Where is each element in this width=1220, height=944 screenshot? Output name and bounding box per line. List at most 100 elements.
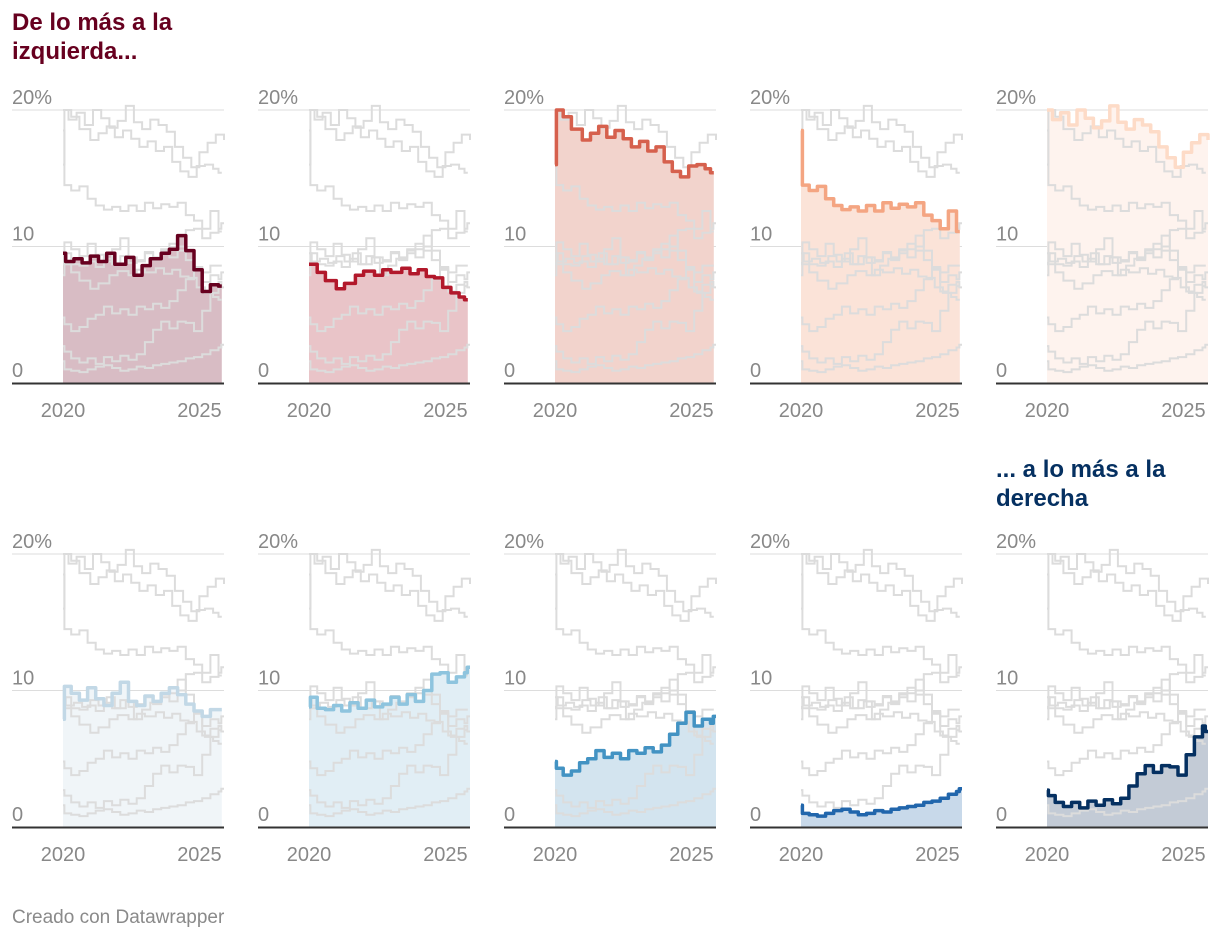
context-line (555, 104, 717, 169)
y-tick-label: 0 (750, 360, 761, 382)
panel-1: 20% 10 0 2020 2025 (12, 87, 225, 422)
series-line (63, 233, 222, 294)
panel-2: 20% 10 0 2020 2025 (258, 87, 471, 422)
area-fill (63, 682, 222, 827)
x-tick-label: 2025 (669, 844, 714, 866)
y-tick-label: 0 (504, 360, 515, 382)
y-tick-label: 10 (750, 668, 772, 690)
area-fill (801, 130, 960, 383)
context-line (1047, 267, 1208, 333)
x-tick-label: 2025 (423, 400, 468, 422)
context-line (555, 725, 716, 809)
x-tick-label: 2020 (41, 844, 86, 866)
y-tick-label: 0 (12, 360, 23, 382)
x-tick-label: 2020 (533, 844, 578, 866)
context-line (801, 666, 962, 712)
y-tick-label: 20% (996, 87, 1036, 109)
y-tick-label: 10 (12, 668, 34, 690)
context-line (801, 725, 962, 809)
context-line (555, 263, 714, 301)
y-tick-label: 20% (258, 87, 298, 109)
context-line (1047, 281, 1208, 365)
context-line (555, 548, 717, 613)
x-tick-label: 2025 (1161, 400, 1206, 422)
y-tick-label: 10 (504, 224, 526, 246)
context-line (555, 666, 716, 712)
y-tick-label: 0 (504, 804, 515, 826)
series-line (800, 128, 960, 234)
context-line (63, 281, 224, 365)
context-line (1047, 263, 1206, 301)
context-line (63, 573, 222, 677)
context-line (555, 281, 716, 365)
context-line (801, 104, 963, 169)
panel-3: 20% 10 0 2020 2025 (504, 87, 717, 422)
panel-10: 20% 10 0 2020 2025 (996, 531, 1209, 866)
context-line (1047, 573, 1206, 677)
y-tick-label: 10 (258, 668, 280, 690)
context-line (1047, 711, 1208, 777)
x-tick-label: 2020 (779, 400, 824, 422)
y-tick-label: 0 (12, 804, 23, 826)
y-tick-label: 10 (258, 224, 280, 246)
context-line (309, 707, 468, 745)
x-tick-label: 2025 (423, 844, 468, 866)
panel-8: 20% 10 0 2020 2025 (504, 531, 717, 866)
y-tick-label: 0 (996, 360, 1007, 382)
context-line (555, 343, 716, 374)
x-tick-label: 2025 (1161, 844, 1206, 866)
area-fill (555, 712, 716, 827)
chart-title-right: ... a lo más a la derecha (996, 456, 1166, 512)
context-line (1047, 787, 1208, 818)
context-line (801, 553, 960, 622)
y-tick-label: 20% (750, 531, 790, 553)
context-line (555, 267, 716, 333)
x-tick-label: 2020 (287, 844, 332, 866)
context-line (1047, 707, 1206, 745)
panel-6: 20% 10 0 2020 2025 (12, 531, 225, 866)
y-tick-label: 0 (750, 804, 761, 826)
context-line (63, 711, 224, 777)
x-tick-label: 2025 (177, 400, 222, 422)
x-tick-label: 2020 (1025, 400, 1070, 422)
context-line (801, 267, 962, 333)
x-tick-label: 2025 (669, 400, 714, 422)
panel-7: 20% 10 0 2020 2025 (258, 531, 471, 866)
context-line (309, 129, 468, 233)
y-tick-label: 20% (996, 531, 1036, 553)
context-line (63, 725, 224, 809)
context-line (555, 553, 714, 622)
context-line (309, 553, 468, 622)
context-line (309, 267, 470, 333)
context-line (63, 707, 222, 745)
x-tick-label: 2020 (1025, 844, 1070, 866)
context-line (555, 573, 714, 677)
context-line (801, 109, 960, 178)
panel-9: 20% 10 0 2020 2025 (750, 531, 963, 866)
context-line (309, 109, 468, 178)
context-line (309, 281, 470, 365)
y-tick-label: 10 (504, 668, 526, 690)
series-line (309, 262, 468, 302)
series-line (1047, 104, 1210, 170)
context-line (63, 343, 224, 374)
y-tick-label: 10 (996, 668, 1018, 690)
context-line (555, 129, 714, 233)
area-fill (309, 264, 468, 383)
y-tick-label: 20% (12, 531, 52, 553)
series-line (308, 665, 470, 713)
context-line (1047, 129, 1206, 233)
y-tick-label: 20% (12, 87, 52, 109)
context-line (801, 222, 962, 268)
area-fill (1047, 726, 1208, 827)
series-line (554, 710, 716, 777)
series-line (554, 108, 714, 179)
context-line (801, 707, 960, 745)
x-tick-label: 2020 (287, 400, 332, 422)
y-tick-label: 0 (996, 804, 1007, 826)
area-fill (63, 235, 222, 383)
context-line (63, 129, 222, 233)
context-line (63, 222, 224, 268)
context-line (1047, 553, 1206, 622)
x-tick-label: 2020 (533, 400, 578, 422)
